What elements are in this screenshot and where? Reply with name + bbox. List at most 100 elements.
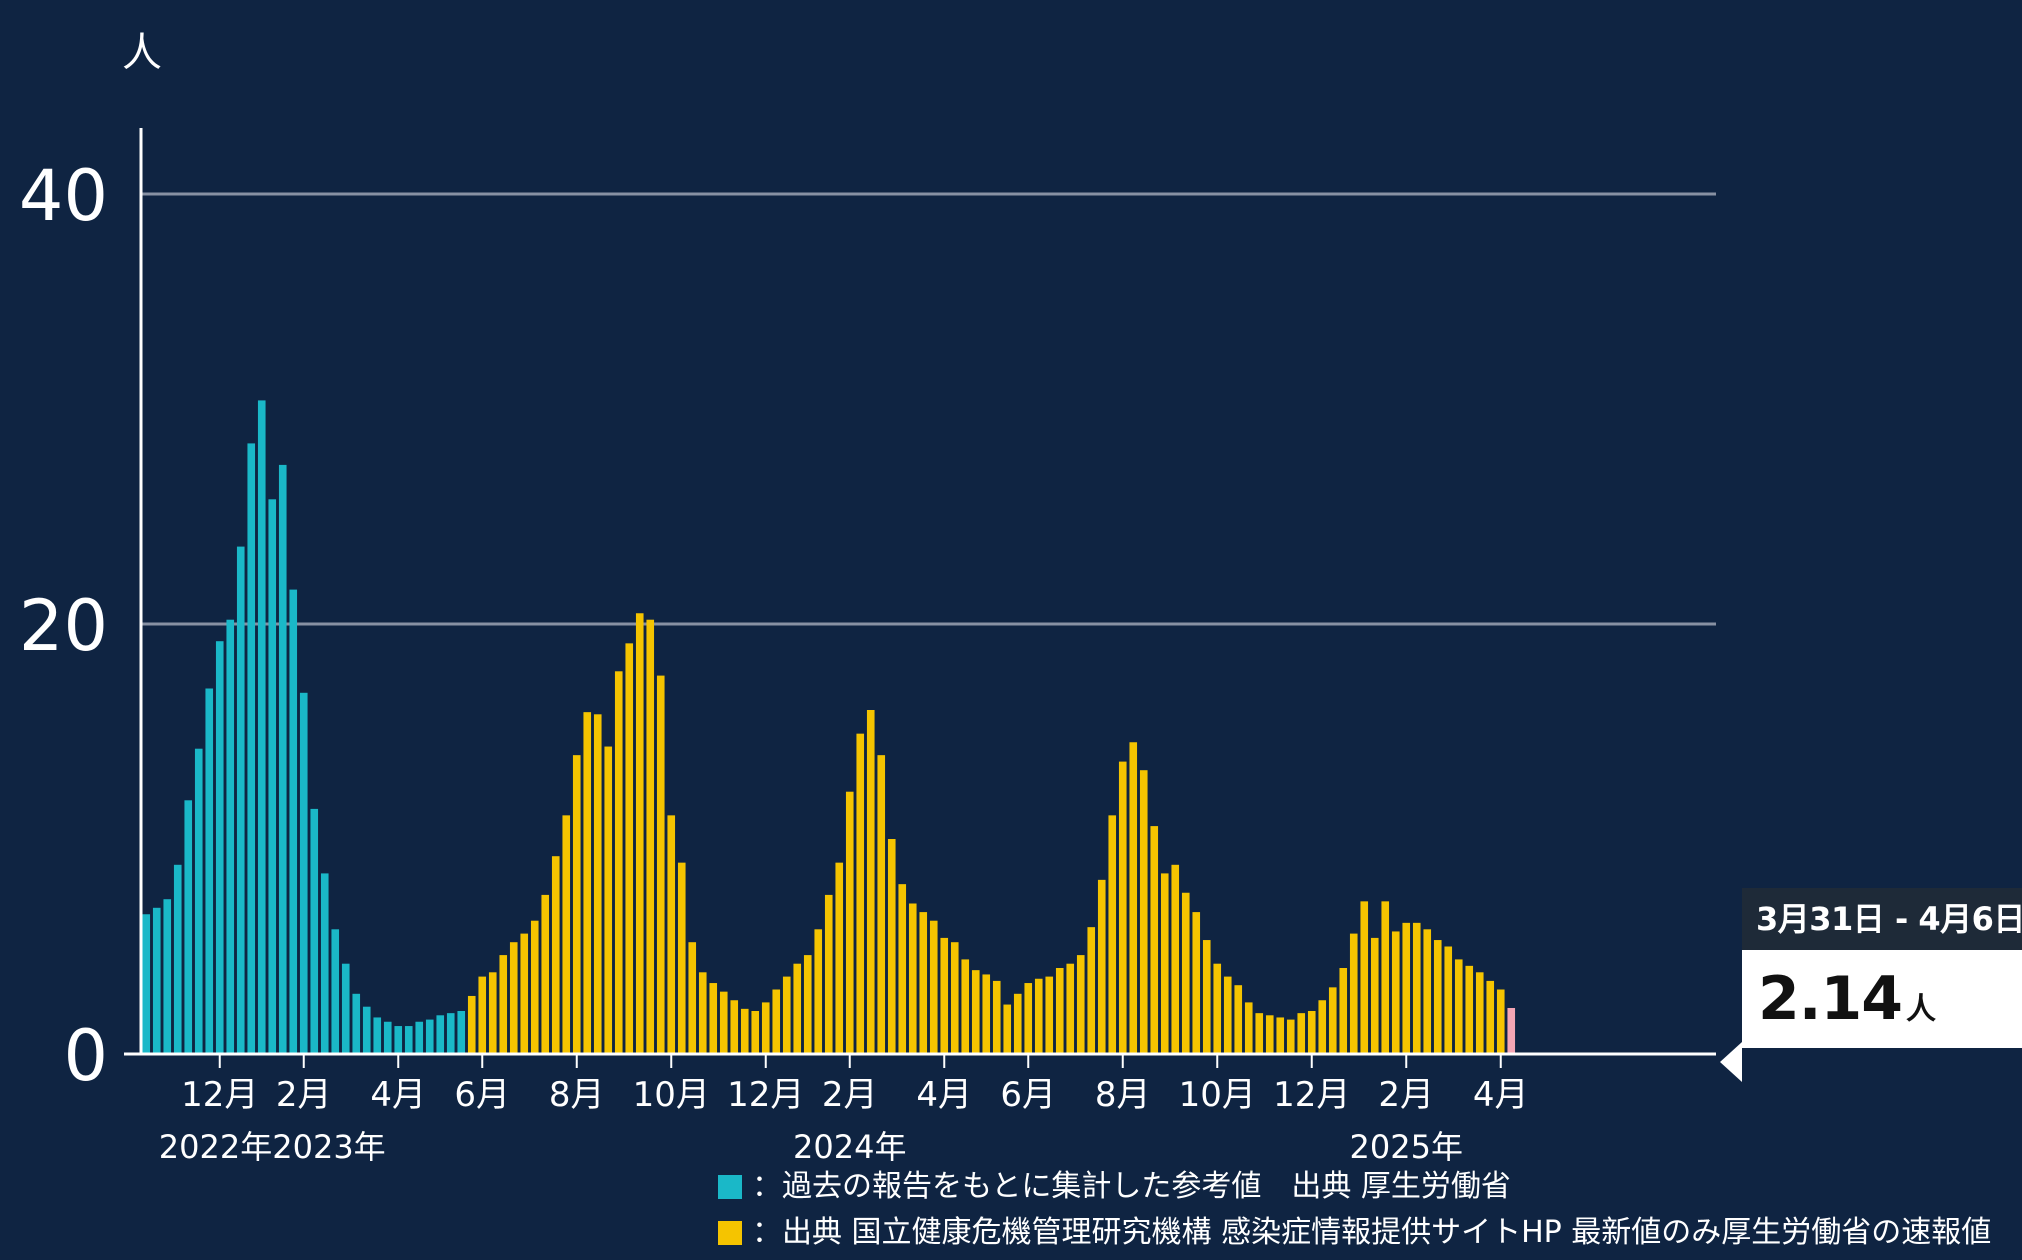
x-tick-label: 10月 [1179, 1075, 1256, 1115]
bar-s1-43 [919, 912, 928, 1054]
bar-s1-29 [772, 989, 781, 1054]
bar-s1-79 [1297, 1013, 1306, 1054]
callout-pointer [1720, 1042, 1742, 1082]
bar-s1-68 [1181, 892, 1190, 1054]
x-year-label: 2022年2023年 [159, 1128, 386, 1166]
bar-s1-23 [709, 983, 718, 1054]
bar-s1-61 [1108, 815, 1117, 1054]
bar-s1-3 [499, 955, 508, 1054]
bar-s0-18 [331, 929, 340, 1054]
x-tick-label: 4月 [1473, 1075, 1529, 1115]
bar-s1-1 [478, 976, 487, 1054]
legend-item-source: ： 出典 国立健康危機管理研究機構 感染症情報提供サイトHP 最新値のみ厚生労働… [718, 1210, 1991, 1256]
x-tick-label: 10月 [633, 1075, 710, 1115]
bar-s0-22 [373, 1017, 382, 1054]
bar-s1-19 [667, 815, 676, 1054]
bar-s0-26 [415, 1021, 424, 1054]
bar-s1-57 [1066, 963, 1075, 1054]
bar-s0-1 [152, 907, 161, 1054]
x-tick-label: 12月 [1273, 1075, 1350, 1115]
bar-s1-63 [1129, 742, 1138, 1054]
bar-s0-15 [299, 692, 308, 1054]
bar-s0-6 [205, 688, 214, 1054]
bar-s1-84 [1349, 933, 1358, 1054]
bar-s1-42 [908, 903, 917, 1054]
bar-s1-93 [1444, 946, 1453, 1054]
bar-s1-44 [929, 920, 938, 1054]
bar-s1-9 [562, 815, 571, 1054]
bar-s1-67 [1171, 864, 1180, 1054]
y-tick-label: 40 [19, 155, 108, 237]
x-tick-label: 6月 [454, 1075, 510, 1115]
bar-s0-0 [142, 914, 151, 1054]
bar-s0-9 [236, 546, 245, 1054]
bar-s0-29 [446, 1013, 455, 1054]
bar-s1-26 [740, 1008, 749, 1054]
bar-s2-0 [1507, 1007, 1516, 1054]
callout-value-box: 2.14 人 [1720, 950, 2022, 1082]
bar-s1-16 [635, 613, 644, 1054]
bar-s1-77 [1276, 1017, 1285, 1054]
x-tick-label: 12月 [181, 1075, 258, 1115]
bar-s1-86 [1370, 937, 1379, 1054]
bar-s1-73 [1234, 985, 1243, 1054]
legend: ： 過去の報告をもとに集計した参考値 出典 厚生労働省 ： 出典 国立健康危機管… [718, 1164, 1991, 1256]
bar-s1-35 [835, 862, 844, 1054]
callout-value: 2.14 [1758, 964, 1903, 1034]
bar-s1-53 [1024, 983, 1033, 1054]
legend-swatch-yellow [718, 1221, 742, 1245]
bar-s1-18 [656, 675, 665, 1054]
bar-s0-8 [226, 619, 235, 1054]
bar-s1-31 [793, 963, 802, 1054]
x-tick-label: 4月 [916, 1075, 972, 1115]
bar-s1-20 [677, 862, 686, 1054]
bar-s1-54 [1034, 978, 1043, 1054]
bar-s1-8 [551, 856, 560, 1054]
bar-s1-28 [761, 1002, 770, 1054]
legend-label-reference: 過去の報告をもとに集計した参考値 出典 厚生労働省 [782, 1169, 1511, 1204]
bar-s1-75 [1255, 1013, 1264, 1054]
bar-s0-23 [383, 1021, 392, 1054]
bar-s1-11 [583, 712, 592, 1054]
bar-s1-87 [1381, 901, 1390, 1054]
bar-s1-70 [1202, 940, 1211, 1054]
legend-colon: ： [752, 1215, 782, 1250]
latest-value-callout: 3月31日 - 4月6日 2.14 人 [1720, 888, 2022, 1082]
x-year-label: 2025年 [1350, 1128, 1463, 1166]
bar-s1-33 [814, 929, 823, 1054]
bar-s1-17 [646, 619, 655, 1054]
bar-s1-24 [719, 991, 728, 1054]
bar-s1-85 [1360, 901, 1369, 1054]
bar-s0-20 [352, 993, 361, 1054]
bar-s1-74 [1244, 1002, 1253, 1054]
x-tick-label: 2月 [276, 1075, 332, 1115]
bar-s1-10 [572, 755, 581, 1054]
bar-s1-47 [961, 959, 970, 1054]
bar-s1-5 [520, 933, 529, 1054]
bar-s1-90 [1412, 922, 1421, 1054]
bar-s1-59 [1087, 927, 1096, 1054]
bar-s0-3 [173, 864, 182, 1054]
bar-s1-48 [971, 970, 980, 1054]
bar-s0-5 [194, 748, 203, 1054]
bar-s1-46 [950, 942, 959, 1054]
x-tick-label: 6月 [1000, 1075, 1056, 1115]
bar-s1-64 [1139, 770, 1148, 1054]
bar-s1-2 [488, 972, 497, 1054]
bar-s1-91 [1423, 929, 1432, 1054]
bar-s1-55 [1045, 976, 1054, 1054]
legend-colon: ： [752, 1169, 782, 1204]
bar-s1-50 [992, 980, 1001, 1054]
bar-s1-97 [1486, 980, 1495, 1054]
bar-s1-14 [614, 671, 623, 1054]
bar-s1-82 [1328, 987, 1337, 1054]
bar-s1-89 [1402, 922, 1411, 1054]
bar-s1-25 [730, 1000, 739, 1054]
bar-s1-40 [887, 839, 896, 1054]
bar-s1-81 [1318, 1000, 1327, 1054]
bar-s1-56 [1055, 968, 1064, 1054]
y-tick-labels: 0 20 40 [19, 155, 108, 1097]
bar-s1-0 [467, 995, 476, 1054]
bar-s1-51 [1003, 1004, 1012, 1054]
